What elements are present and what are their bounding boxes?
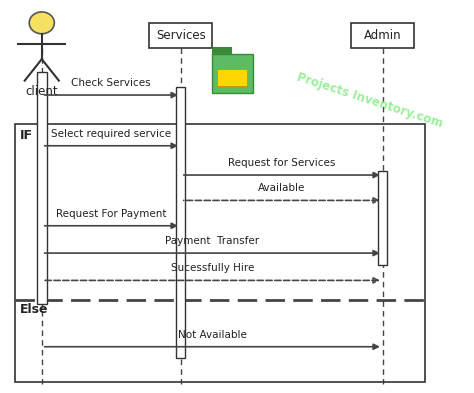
Text: Sucessfully Hire: Sucessfully Hire xyxy=(171,263,254,274)
Bar xyxy=(149,23,212,48)
Bar xyxy=(212,47,231,54)
Text: Check Services: Check Services xyxy=(72,78,151,88)
Bar xyxy=(15,124,425,382)
Text: Select required service: Select required service xyxy=(51,129,172,139)
Text: Not Available: Not Available xyxy=(178,330,246,340)
Text: Else: Else xyxy=(20,303,49,316)
Text: Services: Services xyxy=(156,29,206,42)
Bar xyxy=(378,171,387,265)
Circle shape xyxy=(29,12,55,34)
Bar xyxy=(212,54,253,93)
Text: Request for Services: Request for Services xyxy=(228,158,336,168)
Text: Payment  Transfer: Payment Transfer xyxy=(165,236,259,246)
Text: Admin: Admin xyxy=(364,29,401,42)
Text: client: client xyxy=(26,84,58,97)
Bar xyxy=(176,87,185,358)
Text: IF: IF xyxy=(20,129,33,142)
Bar xyxy=(217,68,247,86)
Text: Request For Payment: Request For Payment xyxy=(56,209,166,219)
Text: Projects Inventory.com: Projects Inventory.com xyxy=(295,71,445,131)
Bar xyxy=(37,72,47,304)
Text: Available: Available xyxy=(258,184,306,193)
Bar xyxy=(351,23,414,48)
